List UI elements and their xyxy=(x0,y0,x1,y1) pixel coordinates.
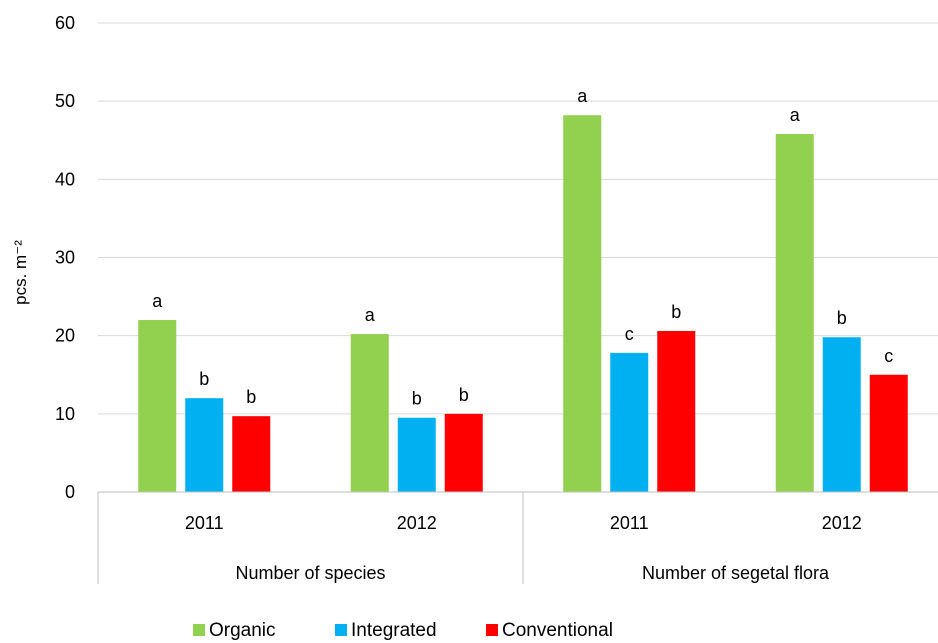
bar-integrated xyxy=(822,337,861,492)
y-tick-label: 0 xyxy=(65,482,75,502)
bar-integrated xyxy=(610,352,649,492)
bar-organic xyxy=(138,320,177,492)
y-tick-label: 10 xyxy=(55,404,75,424)
significance-letter: c xyxy=(884,346,893,366)
legend: Organic Integrated Conventional xyxy=(193,620,613,641)
legend-label-conventional: Conventional xyxy=(502,620,613,641)
y-tick-label: 30 xyxy=(55,248,75,268)
significance-letter: a xyxy=(577,86,588,106)
x-axis-labels: 2011 2012 Number of species 2011 2012 Number … xyxy=(185,513,862,583)
bar-integrated xyxy=(185,398,224,492)
x-tick-label: 2012 xyxy=(397,513,437,533)
y-tick-label: 40 xyxy=(55,169,75,189)
x-tick-label: 2011 xyxy=(185,513,224,533)
legend-swatch-conventional xyxy=(486,624,498,636)
bar-conventional xyxy=(444,413,483,492)
y-tick-labels: 0 10 20 30 40 50 60 xyxy=(55,13,75,502)
bar-organic xyxy=(775,133,814,492)
y-tick-label: 20 xyxy=(55,326,75,346)
significance-letter: a xyxy=(365,305,376,325)
significance-letter: b xyxy=(671,302,681,322)
bar-conventional xyxy=(869,374,908,492)
legend-swatch-integrated xyxy=(335,624,347,636)
significance-letter: b xyxy=(459,385,469,405)
legend-swatch-organic xyxy=(193,624,205,636)
y-tick-label: 50 xyxy=(55,91,75,111)
bar-conventional xyxy=(232,416,271,492)
x-tick-label: 2011 xyxy=(610,513,649,533)
bar-organic xyxy=(563,115,602,492)
x-axis xyxy=(97,491,938,584)
legend-label-integrated: Integrated xyxy=(351,620,437,641)
significance-labels: a b b a b b a c b a b c xyxy=(152,86,893,409)
group-label: Number of species xyxy=(235,563,385,583)
bar-integrated xyxy=(397,417,436,492)
significance-letter: b xyxy=(412,389,422,409)
significance-letter: b xyxy=(199,369,209,389)
y-axis-label: pcs. m⁻² xyxy=(11,240,30,305)
group-label: Number of segetal flora xyxy=(642,563,830,583)
legend-label-organic: Organic xyxy=(209,620,276,641)
x-tick-label: 2012 xyxy=(822,513,862,533)
significance-letter: a xyxy=(790,105,801,125)
significance-letter: c xyxy=(625,324,634,344)
significance-letter: b xyxy=(246,387,256,407)
bar-organic xyxy=(350,334,389,492)
significance-letter: b xyxy=(837,308,847,328)
y-tick-label: 60 xyxy=(55,13,75,33)
bars xyxy=(138,115,908,492)
bar-conventional xyxy=(657,330,696,492)
significance-letter: a xyxy=(152,291,163,311)
